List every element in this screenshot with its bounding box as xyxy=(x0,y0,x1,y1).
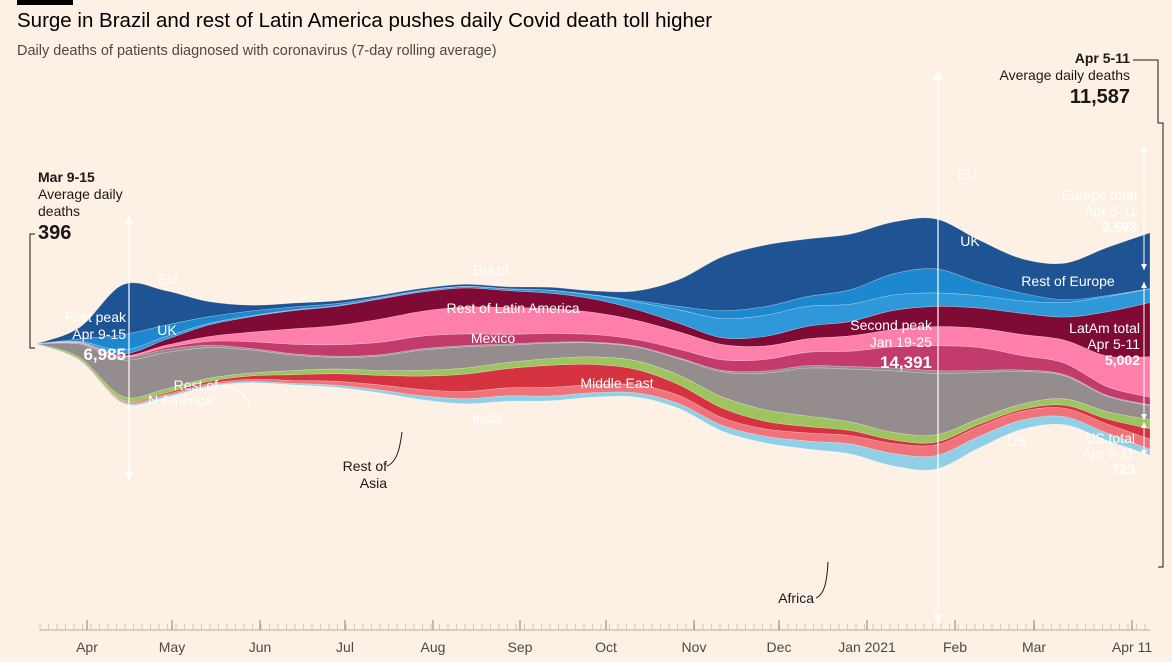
x-tick-label: May xyxy=(159,639,185,655)
label-eu-first: EU xyxy=(158,271,177,287)
series-area-mexico xyxy=(36,333,1151,406)
x-tick-label: Apr 11 xyxy=(1112,639,1152,655)
x-axis: Apr May Jun Jul Aug Sep Oct Nov Dec Jan 2021 Feb Ma… xyxy=(39,620,1152,655)
us-total-arrow-head-up xyxy=(1141,422,1147,428)
latam-total-value: 5,002 xyxy=(1105,352,1140,368)
x-tick-label: Jun xyxy=(249,639,272,655)
label-rest-n-america-line2: N America* xyxy=(148,392,219,408)
europe-total-arrow-head-down xyxy=(1141,264,1147,270)
brand-top-bar xyxy=(17,0,73,5)
series-area-eu xyxy=(36,217,1151,344)
start-text-line1: Average daily xyxy=(38,186,123,202)
end-date: Apr 5-11 xyxy=(1075,50,1130,66)
label-us: US xyxy=(1007,433,1026,449)
latam-total-date: Apr 5-11 xyxy=(1087,336,1140,352)
label-eu-second: EU xyxy=(957,166,976,182)
end-text: Average daily deaths xyxy=(1000,67,1131,83)
stream-layers xyxy=(36,217,1151,471)
series-area-brazil xyxy=(36,287,1151,358)
first-peak-label: First peak xyxy=(65,309,127,325)
series-area-rest-of-europe xyxy=(36,286,1151,355)
europe-total-arrow-head-up xyxy=(1141,146,1147,152)
europe-total-date: Apr 5-11 xyxy=(1084,203,1137,219)
x-tick-label: Nov xyxy=(682,639,707,655)
second-peak-label: Second peak xyxy=(850,317,933,333)
x-tick-label: Jul xyxy=(336,639,354,655)
end-bracket xyxy=(1133,59,1164,568)
label-uk-first: UK xyxy=(157,322,177,338)
end-value: 11,587 xyxy=(1070,86,1130,108)
x-tick-label: Feb xyxy=(943,639,967,655)
leader-rest-of-asia xyxy=(386,431,403,467)
label-rest-n-america-line1: Rest of xyxy=(174,377,218,393)
start-bracket xyxy=(29,233,35,349)
label-uk-second: UK xyxy=(960,233,980,249)
label-rest-of-asia-line1: Rest of xyxy=(343,458,387,474)
second-peak-date: Jan 19-25 xyxy=(870,334,932,350)
label-rest-of-europe: Rest of Europe xyxy=(1021,273,1115,289)
us-total-value: 723 xyxy=(1112,461,1136,477)
latam-total-arrow-head-down xyxy=(1141,414,1147,420)
chart-title: Surge in Brazil and rest of Latin Americ… xyxy=(17,9,713,32)
label-middle-east: Middle East xyxy=(580,375,653,391)
first-peak-arrowhead-up xyxy=(125,214,133,224)
x-tick-label: Jan 2021 xyxy=(838,639,896,655)
x-tick-label: Apr xyxy=(76,639,98,655)
series-area-rest-of-n-america xyxy=(36,341,1151,406)
series-area-uk xyxy=(36,268,1151,351)
series-area-us xyxy=(36,342,1151,436)
label-india: India xyxy=(472,410,503,426)
first-peak-value: 6,985 xyxy=(83,345,126,364)
leader-africa xyxy=(815,561,829,599)
second-peak-value: 14,391 xyxy=(880,353,932,372)
label-mexico: Mexico xyxy=(471,330,516,346)
x-tick-label: Mar xyxy=(1022,639,1046,655)
second-peak-arrowhead-up xyxy=(934,70,942,80)
label-brazil: Brazil xyxy=(473,262,508,278)
us-total-label: US total xyxy=(1085,430,1135,446)
first-peak-date: Apr 9-15 xyxy=(72,326,126,342)
chart-subtitle: Daily deaths of patients diagnosed with … xyxy=(17,43,497,59)
second-peak-arrowhead-down xyxy=(934,615,942,625)
start-value: 396 xyxy=(38,222,71,244)
label-africa: Africa xyxy=(778,590,814,606)
latam-total-arrow-head-up xyxy=(1141,282,1147,288)
x-tick-label: Aug xyxy=(421,639,446,655)
x-tick-label: Oct xyxy=(595,639,617,655)
us-total-date: Apr 5-11 xyxy=(1082,445,1135,461)
x-tick-label: Sep xyxy=(508,639,533,655)
europe-total-label: Europe total xyxy=(1062,187,1138,203)
label-rest-of-latin-america: Rest of Latin America xyxy=(446,300,579,316)
europe-total-value: 3,593 xyxy=(1102,219,1137,235)
us-total-arrow-head-down xyxy=(1141,450,1147,456)
x-tick-label: Dec xyxy=(767,639,792,655)
start-text-line2: deaths xyxy=(38,203,80,219)
leader-rest-n-america xyxy=(221,387,251,409)
series-labels: EU UK Brazil Rest of Latin America Mexico Res… xyxy=(148,166,1115,606)
latam-total-label: LatAm total xyxy=(1069,320,1140,336)
start-date: Mar 9-15 xyxy=(38,169,95,185)
series-area-rest-of-latin-america xyxy=(36,306,1151,398)
first-peak-arrowhead-down xyxy=(125,472,133,482)
label-rest-of-asia-line2: Asia xyxy=(360,475,387,491)
